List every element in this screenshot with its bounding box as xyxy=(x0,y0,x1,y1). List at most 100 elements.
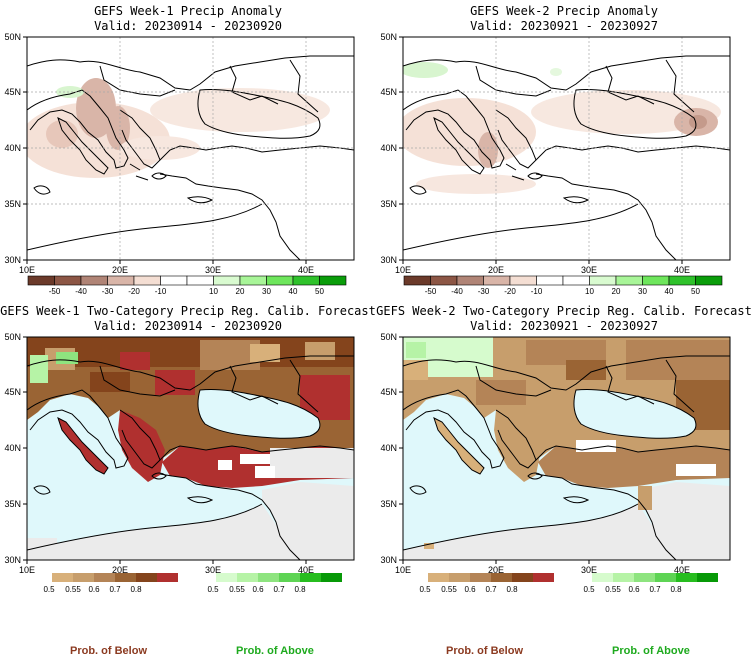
colorbar-label: 0.8 xyxy=(506,585,518,594)
colorbar-swatch xyxy=(300,573,321,582)
lat-label: 40N xyxy=(4,143,21,153)
colorbar-label: 0.55 xyxy=(65,585,81,594)
coastlines-borders xyxy=(403,355,730,560)
colorbar-label: 0.8 xyxy=(670,585,682,594)
colorbar-swatch xyxy=(449,573,470,582)
colorbar-swatch xyxy=(509,275,537,286)
panel-valid-dates: Valid: 20230914 - 20230920 xyxy=(94,19,282,33)
colorbar-swatch xyxy=(80,275,108,286)
panel-title: GEFS Week-1 Precip Anomaly xyxy=(94,4,282,18)
colorbar-swatch xyxy=(115,573,136,582)
panel-week1-anomaly: GEFS Week-1 Precip Anomaly Valid: 202309… xyxy=(0,0,376,300)
colorbar-swatch xyxy=(456,275,484,286)
colorbar-swatch xyxy=(107,275,135,286)
lon-label: 10E xyxy=(19,565,35,575)
lat-label: 45N xyxy=(380,387,397,397)
panel-title: GEFS Week-1 Two-Category Precip Reg. Cal… xyxy=(0,304,376,318)
lat-label: 30N xyxy=(4,555,21,565)
above-colorbar: 0.5 0.55 0.6 0.7 0.8 xyxy=(207,573,342,594)
colorbar-label: -30 xyxy=(478,287,490,296)
lat-label: 45N xyxy=(4,87,21,97)
lon-label: 20E xyxy=(488,565,504,575)
anomaly-colorbar: -50 -40 -30 -20 -10 10 20 30 40 50 xyxy=(27,275,347,296)
colorbar-swatch xyxy=(470,573,491,582)
lon-label: 30E xyxy=(581,265,597,275)
panel-valid-dates: Valid: 20230914 - 20230920 xyxy=(94,319,282,333)
colorbar-label: 0.5 xyxy=(419,585,431,594)
colorbar-label: 0.6 xyxy=(628,585,640,594)
colorbar-swatch xyxy=(279,573,300,582)
lat-label: 35N xyxy=(4,499,21,509)
above-colorbar: 0.5 0.55 0.6 0.7 0.8 xyxy=(583,573,718,594)
colorbar-label: -50 xyxy=(425,287,437,296)
colorbar-label: 0.7 xyxy=(485,585,497,594)
lon-label: 40E xyxy=(674,265,690,275)
prob-below-title: Prob. of Below xyxy=(446,645,523,657)
colorbar-swatch xyxy=(697,573,718,582)
colorbar-label: -40 xyxy=(451,287,463,296)
colorbar-swatch xyxy=(133,275,161,286)
probability-map-week1: 10E 20E 30E 40E 50N 45N 40N 35N 30N 0.5 0… xyxy=(4,332,355,594)
coastlines-borders xyxy=(27,55,354,260)
colorbar-swatch xyxy=(319,275,347,286)
lon-labels: 10E 20E 30E 40E xyxy=(19,565,314,575)
lat-labels: 50N 45N 40N 35N 30N xyxy=(380,32,397,265)
colorbar-swatch xyxy=(94,573,115,582)
colorbar-swatch xyxy=(536,275,564,286)
lat-label: 45N xyxy=(4,387,21,397)
lon-label: 40E xyxy=(298,265,314,275)
colorbar-swatch xyxy=(258,573,279,582)
colorbar-label: 0.55 xyxy=(229,585,245,594)
lat-label: 40N xyxy=(4,443,21,453)
anomaly-map-week2: 10E 20E 30E 40E 50N 45N 40N 35N 30N -50-… xyxy=(380,32,731,296)
colorbar-label: 10 xyxy=(209,287,218,296)
lon-label: 10E xyxy=(395,265,411,275)
coastlines-borders xyxy=(27,355,354,560)
colorbar-swatch xyxy=(613,573,634,582)
lat-label: 50N xyxy=(4,32,21,42)
colorbar-swatch xyxy=(321,573,342,582)
colorbar-swatch xyxy=(589,275,617,286)
colorbar-label: 0.5 xyxy=(43,585,55,594)
colorbar-label: 40 xyxy=(289,287,298,296)
lon-label: 30E xyxy=(205,565,221,575)
colorbar-swatch xyxy=(512,573,533,582)
colorbar-label: 0.7 xyxy=(649,585,661,594)
colorbar-swatch xyxy=(491,573,512,582)
colorbar-label: 40 xyxy=(665,287,674,296)
graticule xyxy=(403,37,730,260)
lon-label: 30E xyxy=(205,265,221,275)
colorbar-swatch xyxy=(136,573,157,582)
colorbar-swatch xyxy=(157,573,178,582)
colorbar-label: 50 xyxy=(691,287,700,296)
panel-valid-dates: Valid: 20230921 - 20230927 xyxy=(470,19,658,33)
colorbar-swatch xyxy=(592,573,613,582)
colorbar-label: 0.5 xyxy=(207,585,219,594)
anomaly-colorbar: -50 -40 -30 -20 -10 10 20 30 40 50 xyxy=(403,275,723,296)
lat-label: 40N xyxy=(380,143,397,153)
colorbar-label: 20 xyxy=(612,287,621,296)
lat-labels: 50N 45N 40N 35N 30N xyxy=(4,332,21,565)
colorbar-label: 10 xyxy=(585,287,594,296)
colorbar-swatch xyxy=(216,573,237,582)
lat-label: 30N xyxy=(4,255,21,265)
colorbar-label: 0.6 xyxy=(464,585,476,594)
colorbar-swatch xyxy=(266,275,294,286)
lat-label: 50N xyxy=(4,332,21,342)
lat-label: 35N xyxy=(4,199,21,209)
colorbar-swatch xyxy=(642,275,670,286)
colorbar-swatch xyxy=(292,275,320,286)
lat-labels: 50N 45N 40N 35N 30N xyxy=(4,32,21,265)
lat-label: 50N xyxy=(380,32,397,42)
map-frame-ticks xyxy=(399,336,683,564)
colorbar-swatch xyxy=(430,275,458,286)
prob-above-title: Prob. of Above xyxy=(236,645,314,657)
colorbar-swatch xyxy=(668,275,696,286)
lon-label: 40E xyxy=(674,565,690,575)
colorbar-swatch xyxy=(403,275,431,286)
anomaly-map-week1: 10E 20E 30E 40E 50N 45N 40N 35N 30N -50-… xyxy=(4,32,355,296)
colorbar-swatch xyxy=(676,573,697,582)
colorbar-label: 0.8 xyxy=(294,585,306,594)
lon-label: 20E xyxy=(112,265,128,275)
colorbar-swatch xyxy=(655,573,676,582)
